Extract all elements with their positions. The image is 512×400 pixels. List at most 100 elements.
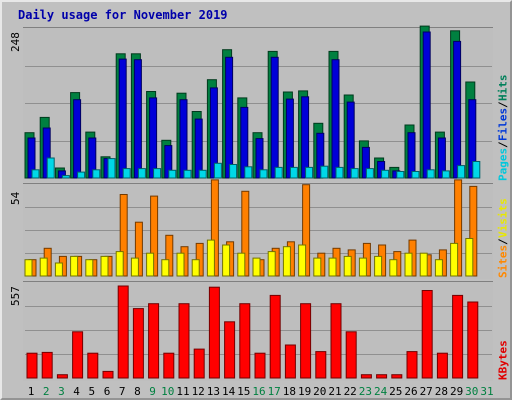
day-label-18: 18 bbox=[283, 385, 296, 398]
bar-visits-day-16 bbox=[252, 257, 261, 277]
bar-visits-day-6 bbox=[100, 255, 109, 277]
day-label-6: 6 bbox=[104, 385, 111, 398]
day-label-31: 31 bbox=[480, 385, 493, 398]
bar-visits-day-1 bbox=[24, 259, 33, 277]
bar-files-day-18 bbox=[285, 98, 294, 179]
bar-files-day-17 bbox=[270, 56, 279, 179]
bar-pages-day-7 bbox=[122, 168, 131, 179]
bar-pages-day-1 bbox=[31, 169, 40, 179]
bar-pages-day-8 bbox=[137, 168, 146, 179]
bar-pages-day-30 bbox=[472, 161, 481, 179]
day-label-1: 1 bbox=[28, 385, 35, 398]
bar-visits-day-22 bbox=[343, 255, 352, 277]
bar-kbytes-day-6 bbox=[102, 370, 114, 379]
day-label-19: 19 bbox=[298, 385, 311, 398]
bar-kbytes-day-13 bbox=[208, 286, 220, 379]
bar-visits-day-20 bbox=[313, 257, 322, 277]
bar-kbytes-day-25 bbox=[391, 374, 403, 379]
bar-visits-day-5 bbox=[85, 259, 94, 277]
bar-pages-day-23 bbox=[365, 168, 374, 179]
bar-pages-day-17 bbox=[274, 166, 283, 179]
bar-files-day-7 bbox=[118, 58, 127, 179]
bar-kbytes-day-2 bbox=[41, 351, 53, 379]
bar-visits-day-8 bbox=[130, 257, 139, 277]
bar-visits-day-23 bbox=[358, 257, 367, 277]
bar-kbytes-day-4 bbox=[72, 331, 84, 379]
bar-files-day-8 bbox=[133, 59, 142, 179]
day-label-17: 17 bbox=[268, 385, 281, 398]
bar-pages-day-3 bbox=[61, 175, 70, 179]
bar-kbytes-day-10 bbox=[163, 352, 175, 379]
day-label-27: 27 bbox=[420, 385, 433, 398]
day-label-3: 3 bbox=[58, 385, 65, 398]
bar-visits-day-2 bbox=[39, 257, 48, 277]
bar-kbytes-day-1 bbox=[26, 352, 38, 379]
bar-kbytes-day-16 bbox=[254, 352, 266, 379]
bar-visits-day-12 bbox=[191, 259, 200, 277]
day-label-20: 20 bbox=[313, 385, 326, 398]
bar-files-day-14 bbox=[225, 56, 234, 179]
day-label-29: 29 bbox=[450, 385, 463, 398]
bar-pages-day-15 bbox=[244, 166, 253, 179]
bar-visits-day-19 bbox=[298, 244, 307, 277]
bar-kbytes-day-24 bbox=[376, 374, 388, 379]
bar-pages-day-10 bbox=[168, 169, 177, 179]
bar-files-day-11 bbox=[179, 99, 188, 179]
bar-kbytes-day-5 bbox=[87, 352, 99, 379]
bar-pages-day-29 bbox=[457, 165, 466, 179]
chart-title: Daily usage for November 2019 bbox=[18, 8, 228, 22]
bar-kbytes-day-15 bbox=[239, 303, 251, 379]
bar-kbytes-day-26 bbox=[406, 351, 418, 379]
bar-kbytes-day-8 bbox=[132, 308, 144, 379]
bar-visits-day-14 bbox=[222, 244, 231, 277]
bar-pages-day-27 bbox=[426, 169, 435, 179]
bar-pages-day-18 bbox=[289, 166, 298, 179]
bar-kbytes-day-11 bbox=[178, 303, 190, 379]
bar-pages-day-26 bbox=[411, 171, 420, 179]
bar-visits-day-11 bbox=[176, 252, 185, 277]
day-label-7: 7 bbox=[119, 385, 126, 398]
bar-pages-day-13 bbox=[213, 162, 222, 179]
bar-kbytes-day-18 bbox=[284, 344, 296, 379]
bar-kbytes-day-27 bbox=[421, 290, 433, 379]
bar-files-day-19 bbox=[301, 96, 310, 179]
day-label-9: 9 bbox=[149, 385, 156, 398]
bar-files-day-21 bbox=[331, 59, 340, 179]
bar-pages-day-5 bbox=[92, 169, 101, 179]
bar-files-day-27 bbox=[422, 31, 431, 179]
bar-kbytes-day-9 bbox=[148, 303, 160, 379]
bar-pages-day-14 bbox=[229, 164, 238, 179]
bar-kbytes-day-23 bbox=[360, 374, 372, 379]
day-label-8: 8 bbox=[134, 385, 141, 398]
bar-visits-day-4 bbox=[70, 255, 79, 277]
bar-files-day-12 bbox=[194, 118, 203, 179]
bar-visits-day-18 bbox=[282, 246, 291, 277]
bar-visits-day-7 bbox=[115, 251, 124, 277]
bar-pages-day-2 bbox=[46, 157, 55, 179]
bar-visits-day-26 bbox=[404, 252, 413, 277]
day-label-14: 14 bbox=[222, 385, 236, 398]
day-label-10: 10 bbox=[161, 385, 174, 398]
bar-kbytes-day-21 bbox=[330, 303, 342, 379]
bar-visits-day-30 bbox=[465, 238, 474, 277]
bar-kbytes-day-17 bbox=[269, 294, 281, 379]
bar-visits-day-15 bbox=[237, 252, 246, 277]
day-label-11: 11 bbox=[176, 385, 189, 398]
bar-kbytes-day-20 bbox=[315, 351, 327, 379]
bar-kbytes-day-12 bbox=[193, 348, 205, 379]
bar-pages-day-22 bbox=[350, 168, 359, 179]
day-label-22: 22 bbox=[344, 385, 357, 398]
bar-visits-day-17 bbox=[267, 251, 276, 277]
day-label-28: 28 bbox=[435, 385, 448, 398]
bar-pages-day-4 bbox=[77, 171, 86, 179]
day-label-25: 25 bbox=[389, 385, 402, 398]
day-label-13: 13 bbox=[207, 385, 220, 398]
day-label-5: 5 bbox=[88, 385, 95, 398]
bar-visits-day-3 bbox=[54, 262, 63, 277]
bar-pages-day-24 bbox=[381, 169, 390, 179]
bar-kbytes-day-22 bbox=[345, 331, 357, 379]
bar-visits-day-29 bbox=[450, 242, 459, 277]
bar-pages-day-16 bbox=[259, 169, 268, 179]
